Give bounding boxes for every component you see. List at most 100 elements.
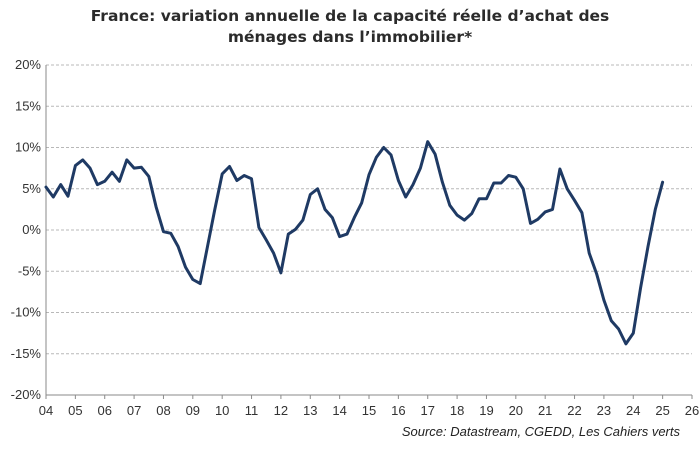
chart-title-line-1: France: variation annuelle de la capacit… (90, 7, 610, 25)
data-point (397, 179, 400, 182)
data-point (360, 202, 363, 204)
data-point (96, 183, 99, 186)
y-tick-label: 15% (15, 98, 41, 113)
data-point (148, 175, 150, 178)
x-tick-label: 08 (156, 403, 170, 418)
data-point (500, 182, 502, 184)
data-point (647, 245, 649, 248)
data-point (603, 299, 605, 301)
data-point (81, 159, 84, 161)
data-point (617, 328, 620, 330)
y-tick-label: 10% (15, 140, 41, 155)
data-point (478, 197, 480, 200)
data-point (449, 204, 451, 207)
data-point (537, 218, 539, 221)
data-point (654, 208, 657, 211)
y-tick-label: 0% (22, 222, 41, 237)
data-point (294, 228, 297, 230)
data-point (199, 282, 201, 285)
data-point (316, 188, 319, 190)
data-point (639, 287, 642, 289)
x-tick-label: 13 (303, 403, 317, 418)
x-tick-label: 25 (655, 403, 669, 418)
x-tick-label: 04 (39, 403, 53, 418)
data-point (89, 167, 91, 169)
data-point (228, 165, 231, 168)
x-tick-label: 18 (450, 403, 464, 418)
data-point (155, 206, 157, 208)
data-point (103, 180, 106, 183)
y-tick-label: -5% (18, 263, 42, 278)
data-point (221, 173, 223, 175)
data-point (632, 332, 635, 334)
y-tick-label: 20% (15, 57, 41, 72)
chart-source-note: Source: Datastream, CGEDD, Les Cahiers v… (401, 424, 680, 439)
data-point (412, 183, 414, 186)
data-point (522, 188, 524, 190)
axes (45, 65, 693, 399)
x-tick-label: 17 (420, 403, 434, 418)
data-point (45, 186, 47, 188)
x-tick-label: 05 (68, 403, 82, 418)
data-point (272, 252, 275, 254)
data-point (162, 230, 165, 233)
data-point (67, 195, 69, 197)
data-point (177, 245, 179, 248)
y-axis-tick-labels: 20% 15% 10% 5% 0% -5% -10% -15% -20% (11, 57, 42, 402)
data-point (588, 252, 590, 254)
chart-title: France: variation annuelle de la capacit… (0, 6, 700, 48)
x-tick-label: 11 (245, 403, 259, 418)
data-point (258, 226, 260, 229)
data-point (463, 219, 466, 221)
data-point (382, 146, 385, 149)
x-tick-label: 14 (332, 403, 346, 418)
data-point (573, 199, 576, 202)
y-tick-label: -10% (11, 305, 42, 320)
data-point (331, 216, 334, 219)
x-axis-tick-labels: 04 05 06 07 08 09 10 11 12 13 14 15 16 17 18 19 20 21 22 23… (39, 403, 699, 418)
data-point (434, 153, 436, 155)
data-point (287, 233, 290, 235)
data-point (566, 188, 568, 190)
chart-title-line-2: ménages dans l’immobilier* (227, 28, 473, 46)
x-tick-label: 21 (538, 403, 552, 418)
x-tick-label: 26 (685, 403, 699, 418)
x-tick-label: 10 (215, 403, 229, 418)
x-tick-label: 16 (391, 403, 405, 418)
data-point (309, 193, 312, 196)
data-point (456, 214, 458, 216)
data-point (610, 320, 613, 322)
data-point (581, 211, 583, 214)
x-tick-label: 07 (127, 403, 141, 418)
data-point (559, 168, 561, 170)
data-point (368, 173, 370, 176)
data-point (493, 182, 495, 184)
data-point (265, 239, 268, 241)
data-point (302, 219, 304, 221)
data-point (595, 272, 598, 275)
data-point (214, 208, 216, 211)
x-tick-label: 24 (626, 403, 640, 418)
data-point (661, 181, 664, 183)
data-point (133, 167, 135, 169)
grid-lines (46, 64, 692, 355)
x-tick-label: 23 (597, 403, 611, 418)
y-tick-label: -15% (11, 346, 42, 361)
x-tick-label: 20 (509, 403, 523, 418)
data-point (74, 164, 77, 167)
data-point (551, 208, 554, 211)
data-point (426, 140, 429, 143)
x-tick-label: 06 (97, 403, 111, 418)
x-tick-label: 19 (479, 403, 493, 418)
data-point (485, 197, 488, 200)
data-point (338, 235, 341, 238)
data-point (206, 245, 209, 248)
data-point (515, 176, 517, 178)
data-point (507, 174, 510, 177)
data-point (59, 183, 62, 186)
y-tick-label: 5% (22, 181, 41, 196)
data-point (140, 166, 143, 169)
data-point (111, 171, 113, 173)
data-point (126, 159, 128, 161)
